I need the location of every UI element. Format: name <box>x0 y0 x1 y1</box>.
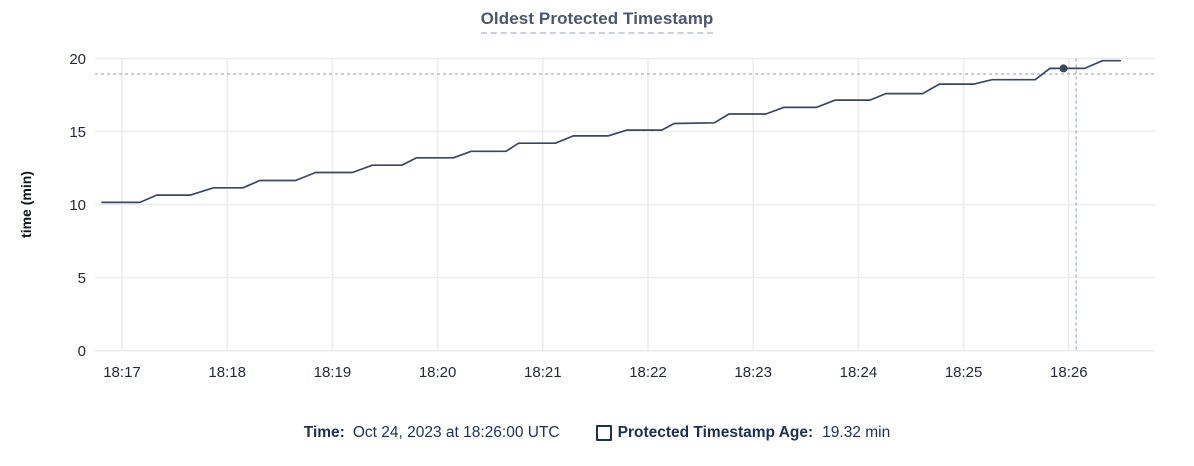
y-tick-label: 15 <box>69 124 86 141</box>
y-axis-title: time (min) <box>18 171 34 238</box>
legend-series-swatch[interactable] <box>595 425 612 441</box>
hover-point <box>1059 64 1068 73</box>
series-layer <box>101 59 1122 204</box>
x-tick-label: 18:23 <box>734 364 772 381</box>
y-tick-label: 0 <box>78 343 86 360</box>
chart-legend: Time: Oct 24, 2023 at 18:26:00 UTC Prote… <box>0 424 1194 442</box>
legend-time-value: Oct 24, 2023 at 18:26:00 UTC <box>352 424 560 441</box>
grid-layer <box>95 57 1155 352</box>
x-tick-label: 18:17 <box>103 364 141 381</box>
x-tick-label: 18:25 <box>945 364 983 381</box>
x-tick-label: 18:24 <box>840 364 878 381</box>
chart-title[interactable]: Oldest Protected Timestamp <box>480 9 714 34</box>
x-tick-label: 18:26 <box>1050 364 1088 381</box>
y-tick-label: 20 <box>69 51 86 68</box>
x-tick-label: 18:19 <box>314 364 352 381</box>
legend-series-value: 19.32 min <box>822 424 891 441</box>
x-tick-label: 18:18 <box>208 364 246 381</box>
x-tick-label: 18:21 <box>524 364 562 381</box>
legend-time-label: Time: <box>303 424 345 441</box>
legend-series-label[interactable]: Protected Timestamp Age: <box>617 424 814 441</box>
chart-title-row: Oldest Protected Timestamp <box>0 9 1194 34</box>
y-tick-label: 5 <box>78 270 86 287</box>
x-tick-label: 18:22 <box>629 364 667 381</box>
x-tick-label: 18:20 <box>419 364 457 381</box>
tick-layer: 0 5 10 15 20 18:17 18:18 18:19 18:20 18:21 18:22 18… <box>69 51 1087 381</box>
crosshair-layer <box>95 58 1155 351</box>
series-line <box>101 59 1122 204</box>
y-tick-label: 10 <box>69 197 86 214</box>
